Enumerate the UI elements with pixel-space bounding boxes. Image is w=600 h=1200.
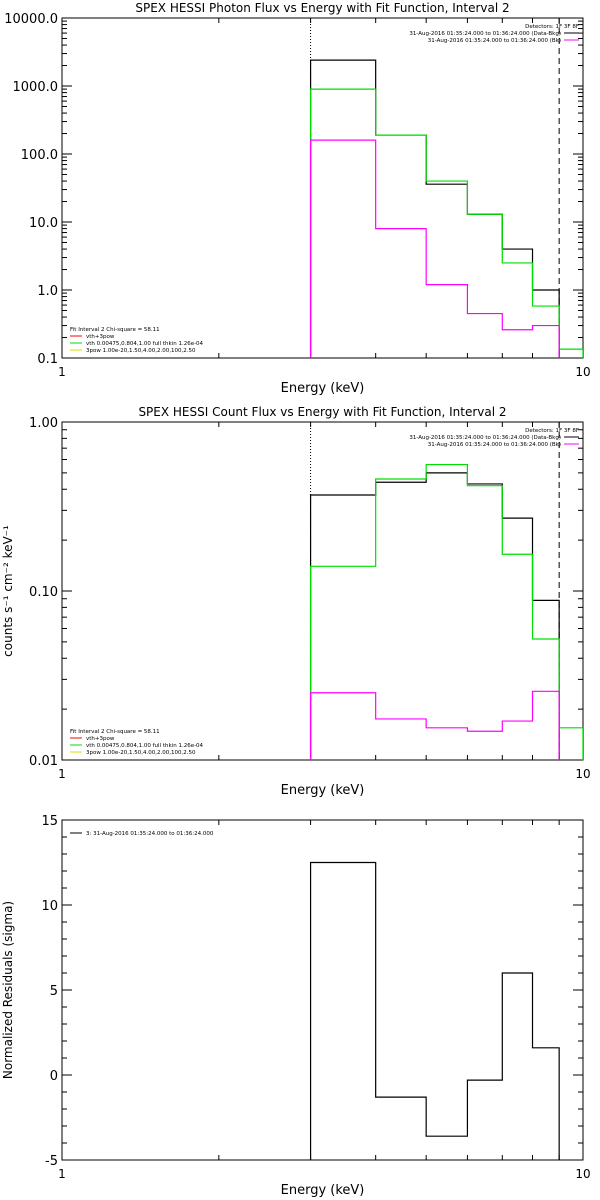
chart-title: SPEX HESSI Photon Flux vs Energy with Fi… <box>135 1 509 15</box>
legend-detectors: Detectors: 1F 3F 8F <box>525 24 579 30</box>
x-tick-label: 1 <box>58 1167 66 1181</box>
x-axis-label: Energy (keV) <box>281 783 365 798</box>
legend-fit-label: vth+3pow <box>86 334 115 340</box>
legend-fit-label: vth+3pow <box>86 736 115 742</box>
y-tick-label: 100.0 <box>21 148 58 163</box>
legend-fit-label: vth 0.00475,0.804,1.00 full thkin 1.26e-… <box>86 743 204 749</box>
series-2-histogram <box>309 88 583 358</box>
chart-title: SPEX HESSI Count Flux vs Energy with Fit… <box>138 405 506 419</box>
series-1-histogram <box>309 861 560 1160</box>
chart-panel-2: SPEX HESSI Count Flux vs Energy with Fit… <box>1 405 591 798</box>
y-tick-label: 1.0 <box>37 284 58 299</box>
x-tick-label: 1 <box>58 767 66 781</box>
x-tick-label: 10 <box>575 767 590 781</box>
legend-entry-label: 31-Aug-2016 01:35:24.000 to 01:36:24.000… <box>428 38 561 44</box>
series-3-histogram <box>309 139 560 358</box>
y-tick-label: 5 <box>50 984 58 999</box>
plot-frame <box>61 421 584 761</box>
legend-fit-info: Fit Interval 2 Chi-square = 58.11 <box>70 327 160 333</box>
legend-fit-label: 3pow 1.00e-20,1.50,4.00,2.00,100,2.50 <box>86 750 196 756</box>
legend-entry-label: 31-Aug-2016 01:35:24.000 to 01:36:24.000… <box>409 31 561 37</box>
y-tick-label: 1.00 <box>29 416 58 431</box>
y-tick-label: 0.10 <box>29 585 58 600</box>
y-tick-label: 0 <box>50 1069 58 1084</box>
y-tick-label: 0.1 <box>37 352 58 367</box>
y-tick-label: 10 <box>41 899 58 914</box>
legend-detectors: Detectors: 1F 3F 8F <box>525 428 579 434</box>
legend-entry-label: 31-Aug-2016 01:35:24.000 to 01:36:24.000… <box>428 442 561 448</box>
x-tick-label: 1 <box>58 365 66 379</box>
legend-fit-label: 3pow 1.00e-20,1.50,4.00,2.00,100,2.50 <box>86 348 196 354</box>
y-tick-label: 10.0 <box>29 216 58 231</box>
series-1-histogram <box>309 59 560 358</box>
x-axis-label: Energy (keV) <box>281 1183 365 1198</box>
x-tick-label: 10 <box>575 1167 590 1181</box>
plot-frame <box>61 17 584 359</box>
y-axis-label: Normalized Residuals (sigma) <box>1 901 15 1079</box>
legend-residual-label: 3: 31-Aug-2016 01:35:24.000 to 01:36:24.… <box>86 831 214 837</box>
y-axis-label: counts s⁻¹ cm⁻² keV⁻¹ <box>1 525 15 657</box>
y-tick-label: 10000.0 <box>4 12 58 27</box>
y-tick-label: 15 <box>41 814 58 829</box>
legend-entry-label: 31-Aug-2016 01:35:24.000 to 01:36:24.000… <box>409 435 561 441</box>
series-1-histogram <box>309 472 560 760</box>
series-2-histogram <box>309 463 583 760</box>
chart-panel-3: 1 10 Energy (keV) -5 0 5 10 15 Normalized Residu… <box>1 814 591 1198</box>
plot-frame <box>61 819 584 1161</box>
x-axis-label: Energy (keV) <box>281 381 365 396</box>
chart-panel-1: SPEX HESSI Photon Flux vs Energy with Fi… <box>4 1 590 396</box>
legend-fit-info: Fit Interval 2 Chi-square = 58.11 <box>70 729 160 735</box>
series-3-histogram <box>309 690 560 760</box>
x-tick-label: 10 <box>575 365 590 379</box>
y-tick-label: 0.01 <box>29 754 58 769</box>
y-tick-label: -5 <box>45 1154 58 1169</box>
y-tick-label: 1000.0 <box>13 80 59 95</box>
legend-fit-label: vth 0.00475,0.804,1.00 full thkin 1.26e-… <box>86 341 204 347</box>
